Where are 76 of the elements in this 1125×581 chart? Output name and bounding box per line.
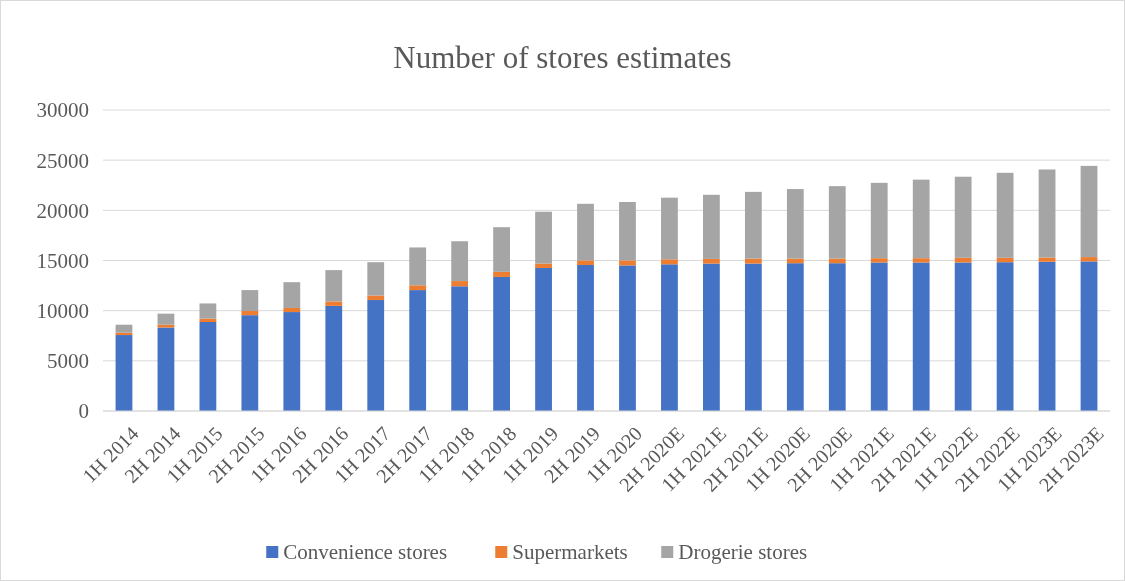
bar (786, 189, 804, 259)
bar (954, 262, 972, 411)
y-tick-label: 20000 (36, 198, 89, 223)
bar (661, 197, 678, 260)
bar (493, 276, 510, 411)
bar (157, 313, 175, 325)
bar (870, 182, 888, 259)
bar (409, 247, 427, 286)
legend-label: Convenience stores (283, 540, 448, 565)
bar (828, 186, 846, 259)
bar (1038, 169, 1056, 258)
bar (912, 179, 930, 259)
bar (325, 270, 343, 302)
bar (451, 286, 469, 411)
bar (157, 327, 175, 411)
bar (535, 211, 552, 264)
bar (535, 263, 552, 269)
bar (912, 262, 930, 411)
bar (409, 290, 427, 411)
bar (283, 282, 301, 308)
bar (912, 258, 930, 263)
y-tick-label: 15000 (36, 248, 89, 273)
bar (828, 263, 846, 411)
bar (703, 258, 720, 264)
bar (367, 300, 385, 411)
bar (535, 268, 552, 411)
y-tick-label: 25000 (36, 148, 89, 173)
bar (451, 281, 469, 287)
bar (451, 241, 469, 282)
bar (199, 303, 217, 319)
bar (744, 263, 762, 411)
bar (786, 263, 804, 411)
bar (157, 324, 175, 328)
y-tick-label: 0 (78, 399, 89, 424)
bar (367, 262, 385, 296)
bar (241, 310, 259, 316)
bar (1038, 257, 1056, 262)
bar (241, 315, 259, 411)
bar (661, 264, 678, 411)
bar (115, 324, 133, 333)
bar (619, 202, 636, 261)
bar (703, 263, 720, 411)
bar (283, 307, 301, 313)
bar (115, 335, 133, 411)
bar (954, 176, 972, 258)
legend-label: Supermarkets (512, 540, 628, 565)
bar (577, 265, 594, 411)
bar (1080, 261, 1098, 411)
bar (493, 271, 510, 277)
bar (744, 191, 762, 259)
y-tick-label: 10000 (36, 299, 89, 324)
bar (409, 285, 427, 291)
y-tick-label: 5000 (47, 349, 89, 374)
bar (199, 322, 217, 411)
bar (870, 258, 888, 263)
bar (996, 172, 1014, 258)
bar (577, 203, 594, 261)
y-tick-label: 30000 (36, 98, 89, 123)
legend-label: Drogerie stores (678, 540, 808, 565)
bar (996, 262, 1014, 411)
bar (1080, 165, 1098, 258)
bar (619, 265, 636, 411)
bar (283, 312, 301, 411)
bar (619, 260, 636, 266)
bar (493, 227, 510, 272)
bar (703, 194, 720, 259)
bar (870, 262, 888, 411)
bar (744, 258, 762, 264)
bar (577, 260, 594, 266)
bar (1038, 261, 1056, 411)
bar (954, 257, 972, 263)
bar (325, 301, 343, 306)
bar (325, 305, 343, 411)
bar (241, 290, 259, 311)
chart-title: Number of stores estimates (393, 40, 732, 75)
bar (661, 259, 678, 265)
